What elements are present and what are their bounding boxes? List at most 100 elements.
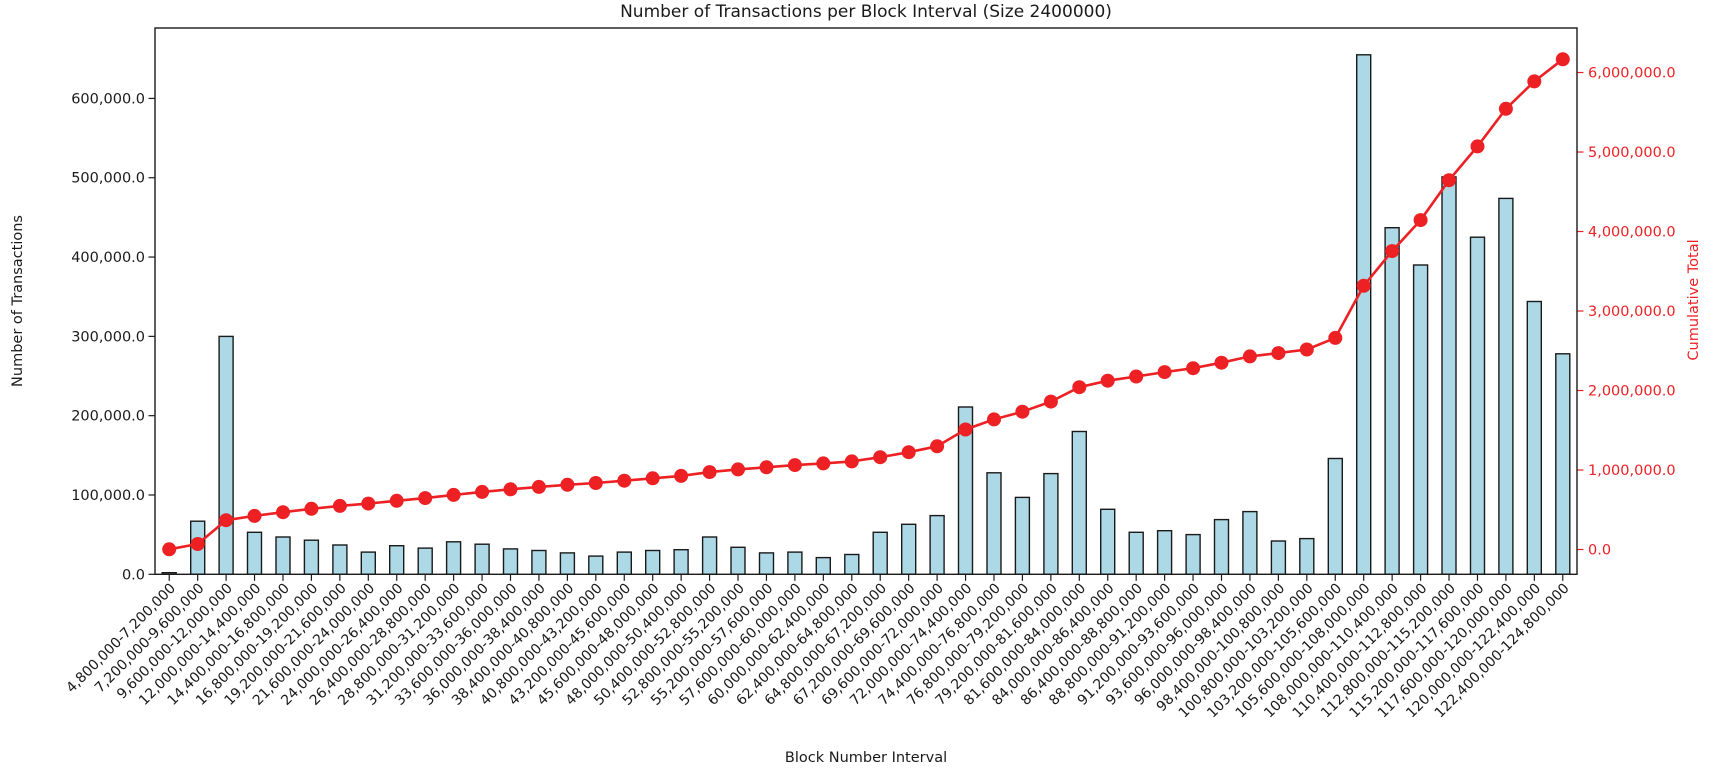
left-tick-label: 100,000.0 <box>71 488 145 504</box>
cumulative-point <box>1015 404 1030 419</box>
cumulative-point <box>1356 278 1371 293</box>
cumulative-point <box>332 498 347 513</box>
right-y-axis-label: Cumulative Total <box>1686 239 1702 360</box>
cumulative-point <box>759 460 774 475</box>
cumulative-point <box>1527 74 1542 89</box>
left-tick-label: 500,000.0 <box>71 171 145 187</box>
cumulative-point <box>702 465 717 480</box>
bar-38,400,000-40,800,000 <box>559 552 576 576</box>
cumulative-point <box>1385 244 1400 259</box>
cumulative-point <box>418 491 433 506</box>
bar-57,600,000-60,000,000 <box>787 551 803 575</box>
cumulative-point <box>1214 355 1229 370</box>
cumulative-point <box>1271 346 1286 361</box>
right-tick-label: 1,000,000.0 <box>1588 463 1676 479</box>
bar-120,000,000-122,400,000 <box>1526 300 1543 575</box>
bar-62,400,000-64,800,000 <box>844 553 860 575</box>
cumulative-point <box>361 496 376 511</box>
bar-115,200,000-117,600,000 <box>1469 236 1486 576</box>
bar-33,600,000-36,000,000 <box>502 548 519 576</box>
bar-93,600,000-96,000,000 <box>1213 518 1230 575</box>
cumulative-point <box>1498 101 1513 116</box>
bar-19,200,000-21,600,000 <box>332 544 348 575</box>
right-tick-label: 4,000,000.0 <box>1588 225 1676 241</box>
bar-31,200,000-33,600,000 <box>474 543 490 576</box>
bar-21,600,000-24,000,000 <box>360 551 376 575</box>
cumulative-point <box>389 493 404 508</box>
bar-103,200,000-105,600,000 <box>1327 457 1344 576</box>
chart-title: Number of Transactions per Block Interva… <box>620 2 1112 22</box>
left-y-axis-label: Number of Transactions <box>10 215 26 387</box>
cumulative-point <box>475 484 490 499</box>
cumulative-point <box>1470 139 1485 154</box>
right-tick-label: 0.0 <box>1588 543 1611 559</box>
bar-108,000,000-110,400,000 <box>1384 226 1400 576</box>
bar-76,800,000-79,200,000 <box>1014 496 1031 575</box>
bar-100,800,000-103,200,000 <box>1299 537 1315 575</box>
x-axis-label: Block Number Interval <box>785 750 947 766</box>
bar-48,000,000-50,400,000 <box>673 549 689 576</box>
cumulative-point <box>247 508 262 523</box>
left-tick-label: 200,000.0 <box>71 409 145 425</box>
right-tick-labels-group: 0.0 1,000,000.0 2,000,000.0 3,000,000.0 4,00… <box>1588 66 1676 559</box>
cumulative-point <box>958 422 973 437</box>
left-tick-label: 300,000.0 <box>71 329 145 345</box>
cumulative-point <box>1555 52 1570 67</box>
bar-64,800,000-67,200,000 <box>872 531 888 575</box>
bar-55,200,000-57,600,000 <box>758 552 775 576</box>
bar-40,800,000-43,200,000 <box>588 555 604 575</box>
cumulative-point <box>531 479 546 494</box>
bar-28,800,000-31,200,000 <box>445 541 462 575</box>
bar-96,000,000-98,400,000 <box>1242 510 1258 576</box>
cumulative-point <box>1100 373 1115 388</box>
plot-border <box>154 27 1578 575</box>
cumulative-line-group <box>162 52 1570 557</box>
cumulative-point <box>731 462 745 477</box>
bar-43,200,000-45,600,000 <box>616 551 632 575</box>
bar-69,600,000-72,000,000 <box>929 514 945 575</box>
bar-9,600,000-12,000,000 <box>218 335 234 575</box>
bar-86,400,000-88,800,000 <box>1128 531 1144 575</box>
cumulative-point <box>1043 394 1058 409</box>
bar-117,600,000-120,000,000 <box>1498 197 1514 575</box>
bar-91,200,000-93,600,000 <box>1185 533 1201 575</box>
bar-74,400,000-76,800,000 <box>986 472 1002 575</box>
right-tick-label: 3,000,000.0 <box>1588 304 1676 320</box>
cumulative-point <box>503 482 518 497</box>
right-tick-label: 5,000,000.0 <box>1588 145 1676 161</box>
bar-84,000,000-86,400,000 <box>1099 508 1116 575</box>
cumulative-point <box>1242 349 1257 364</box>
axis-ticks-group <box>148 71 1584 581</box>
cumulative-point <box>1413 213 1428 228</box>
bar-81,600,000-84,000,000 <box>1071 430 1088 576</box>
bar-60,000,000-62,400,000 <box>815 556 831 575</box>
cumulative-point <box>276 505 290 520</box>
cumulative-point <box>1328 330 1343 345</box>
cumulative-point <box>162 542 177 557</box>
cumulative-point <box>873 450 888 465</box>
cumulative-point <box>304 501 319 516</box>
cumulative-point <box>1072 380 1087 395</box>
cumulative-point <box>816 456 831 471</box>
left-tick-label: 400,000.0 <box>71 250 145 266</box>
bar-112,800,000-115,200,000 <box>1441 176 1457 575</box>
bar-98,400,000-100,800,000 <box>1270 540 1287 575</box>
cumulative-point <box>930 439 945 454</box>
right-tick-label: 6,000,000.0 <box>1588 66 1676 82</box>
bar-110,400,000-112,800,000 <box>1412 264 1429 575</box>
cumulative-point <box>560 477 575 492</box>
cumulative-point <box>901 445 916 460</box>
bar-36,000,000-38,400,000 <box>531 549 547 575</box>
cumulative-point <box>190 537 205 551</box>
bar-88,800,000-91,200,000 <box>1156 530 1173 576</box>
cumulative-point <box>1442 173 1456 188</box>
cumulative-point <box>787 458 802 473</box>
cumulative-point <box>1157 365 1172 380</box>
left-tick-label: 0.0 <box>122 567 145 583</box>
bar-12,000,000-14,400,000 <box>246 531 263 575</box>
bar-45,600,000-48,000,000 <box>645 549 661 575</box>
cumulative-point <box>844 454 859 469</box>
cumulative-point <box>674 468 689 483</box>
